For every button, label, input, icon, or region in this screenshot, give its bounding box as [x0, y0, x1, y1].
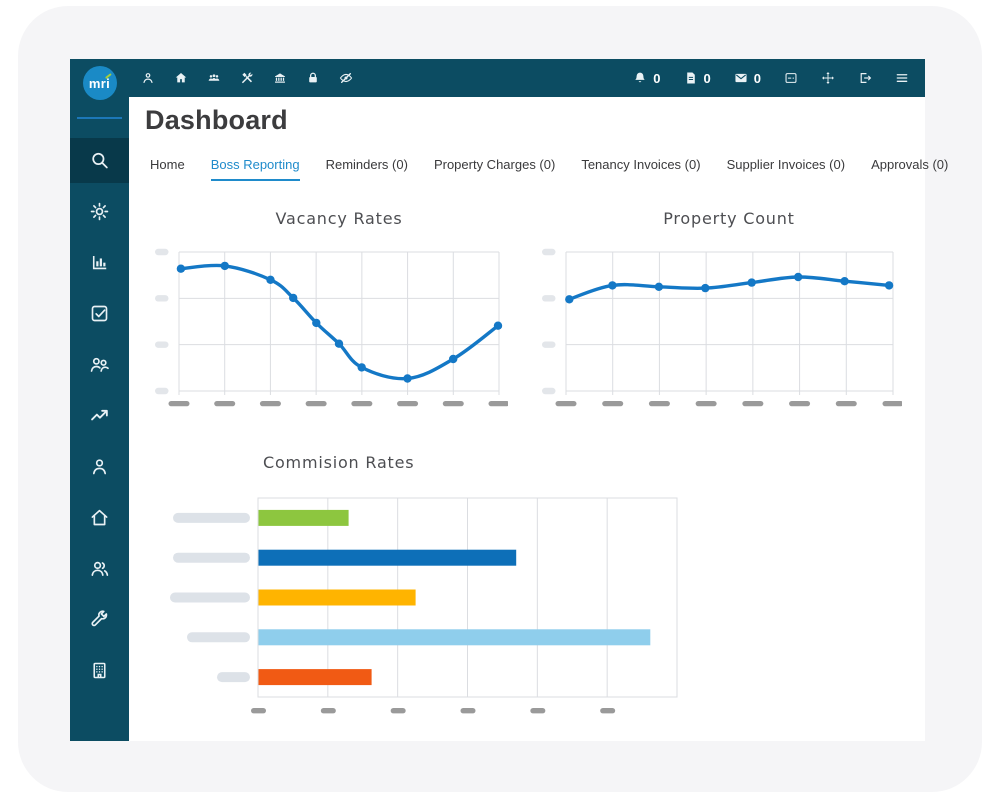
topbar-lock-button[interactable] [306, 71, 320, 85]
topbar-bell-button[interactable]: 0 [633, 70, 661, 86]
move-icon [821, 71, 835, 85]
eye-off-icon [339, 71, 353, 85]
topbar-user-button[interactable] [141, 71, 155, 85]
topbar-move-button[interactable] [821, 71, 835, 85]
sidebar-item-bar-chart[interactable] [70, 240, 129, 285]
brand-logo-text: mri [88, 75, 111, 91]
logo-divider [77, 117, 122, 119]
users-two-icon [89, 354, 110, 375]
gear-icon [89, 201, 110, 222]
commision-rates-chart [166, 492, 684, 728]
topbar-tools-button[interactable] [240, 71, 254, 85]
user-icon [141, 71, 155, 85]
topbar-menu-button[interactable] [895, 71, 909, 85]
document-icon [684, 71, 698, 85]
sidebar: mri [70, 59, 129, 741]
vacancy-rates-chart [153, 244, 510, 422]
checkbox-icon [89, 303, 110, 324]
main-area: 0 0 0 Dashboard Home Boss Reporting Reminder… [129, 59, 948, 741]
property-count-chart [540, 244, 904, 422]
device-frame: mri 0 0 0 Dashboard Home Boss Reporting Remi… [18, 6, 982, 792]
trending-up-icon [89, 405, 110, 426]
page-title: Dashboard [145, 105, 288, 135]
bell-icon [633, 71, 647, 85]
wrench-icon [89, 609, 110, 630]
topbar-left-icons [141, 71, 353, 85]
topbar-bank-button[interactable] [273, 71, 287, 85]
tab-bar: Home Boss Reporting Reminders (0) Property … [150, 157, 948, 181]
mail-icon [734, 71, 748, 85]
topbar-sign-out-button[interactable] [858, 71, 872, 85]
bank-icon [273, 71, 287, 85]
topbar-home-button[interactable] [174, 71, 188, 85]
sidebar-item-home-outline[interactable] [70, 495, 129, 540]
tab-property-charges-0[interactable]: Property Charges (0) [433, 157, 556, 172]
sidebar-item-gear[interactable] [70, 189, 129, 234]
building-icon [89, 660, 110, 681]
tab-home[interactable]: Home [150, 157, 185, 172]
brand-logo[interactable]: mri [82, 66, 117, 100]
sign-out-icon [858, 71, 872, 85]
users-icon [207, 71, 221, 85]
topbar-eye-off-button[interactable] [339, 71, 353, 85]
sidebar-item-trending-up[interactable] [70, 393, 129, 438]
sidebar-item-person[interactable] [70, 444, 129, 489]
tools-icon [240, 71, 254, 85]
document-count-badge: 0 [703, 70, 711, 86]
home-icon [174, 71, 188, 85]
search-icon [89, 150, 110, 171]
lock-icon [306, 71, 320, 85]
sidebar-item-search[interactable] [70, 138, 129, 183]
topbar-document-button[interactable]: 0 [684, 71, 711, 86]
sidebar-item-wrench[interactable] [70, 597, 129, 642]
content: Dashboard Home Boss Reporting Reminders (0… [129, 97, 948, 741]
topbar: 0 0 0 [129, 59, 925, 97]
topbar-calculator-button[interactable] [784, 71, 798, 85]
sidebar-item-checkbox[interactable] [70, 291, 129, 336]
app-window: mri 0 0 0 Dashboard Home Boss Reporting Remi… [70, 59, 948, 741]
tab-approvals-0[interactable]: Approvals (0) [871, 157, 949, 172]
home-outline-icon [89, 507, 110, 528]
users-alt-icon [89, 558, 110, 579]
sidebar-item-users-two[interactable] [70, 342, 129, 387]
tab-reminders-0[interactable]: Reminders (0) [325, 157, 408, 172]
bar-chart-icon [89, 252, 110, 273]
topbar-mail-button[interactable]: 0 [734, 71, 761, 86]
tab-supplier-invoices-0[interactable]: Supplier Invoices (0) [726, 157, 846, 172]
bell-count-badge: 0 [653, 70, 661, 86]
person-icon [89, 456, 110, 477]
vacancy-rates-chart-title: Vacancy Rates [275, 209, 403, 228]
calculator-icon [784, 71, 798, 85]
sidebar-item-users-alt[interactable] [70, 546, 129, 591]
topbar-users-button[interactable] [207, 71, 221, 85]
tab-tenancy-invoices-0[interactable]: Tenancy Invoices (0) [581, 157, 701, 172]
sidebar-item-building[interactable] [70, 648, 129, 693]
sidebar-nav [70, 138, 129, 699]
tab-boss-reporting[interactable]: Boss Reporting [210, 157, 300, 181]
topbar-right-icons: 0 0 0 [633, 71, 909, 86]
mail-count-badge: 0 [753, 70, 761, 86]
commision-rates-chart-title: Commision Rates [263, 453, 415, 472]
property-count-chart-title: Property Count [663, 209, 795, 228]
menu-icon [895, 71, 909, 85]
